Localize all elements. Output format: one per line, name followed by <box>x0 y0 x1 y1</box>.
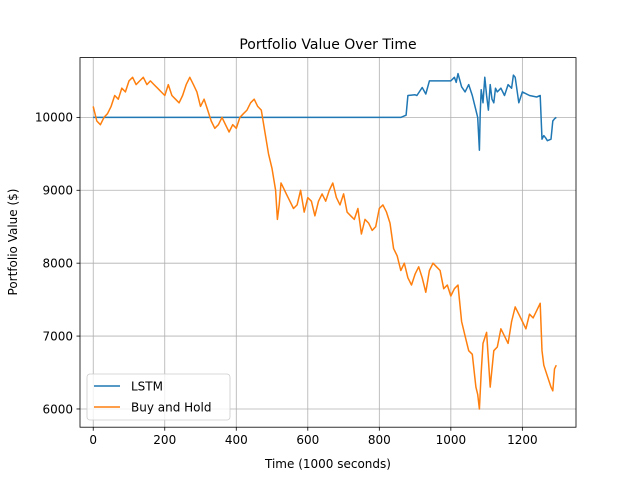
y-tick-label: 10000 <box>35 111 73 125</box>
legend-label: Buy and Hold <box>131 400 211 414</box>
plot-frame <box>79 57 577 428</box>
legend-label: LSTM <box>131 379 163 393</box>
legend: LSTM Buy and Hold <box>86 373 231 421</box>
x-tick-label: 200 <box>153 433 176 447</box>
series-line-lstm <box>93 72 557 151</box>
ticks: 0 200 400 600 800 1000 1200 6000 7000 8000 9000 100… <box>35 111 538 448</box>
x-axis-label: Time (1000 seconds) <box>264 457 391 471</box>
x-tick-label: 400 <box>225 433 248 447</box>
y-tick-label: 8000 <box>42 256 73 270</box>
x-tick-label: 1200 <box>507 433 538 447</box>
y-tick-label: 7000 <box>42 329 73 343</box>
y-tick-label: 9000 <box>42 184 73 198</box>
x-tick-label: 600 <box>296 433 319 447</box>
legend-box <box>86 373 231 421</box>
x-tick-label: 800 <box>368 433 391 447</box>
chart-title: Portfolio Value Over Time <box>239 37 416 53</box>
y-tick-label: 6000 <box>42 402 73 416</box>
x-tick-label: 1000 <box>436 433 467 447</box>
y-axis-label: Portfolio Value ($) <box>6 189 20 296</box>
series-line-buy-and-hold <box>92 76 557 410</box>
series-layer <box>92 72 557 410</box>
x-tick-label: 0 <box>89 433 97 447</box>
